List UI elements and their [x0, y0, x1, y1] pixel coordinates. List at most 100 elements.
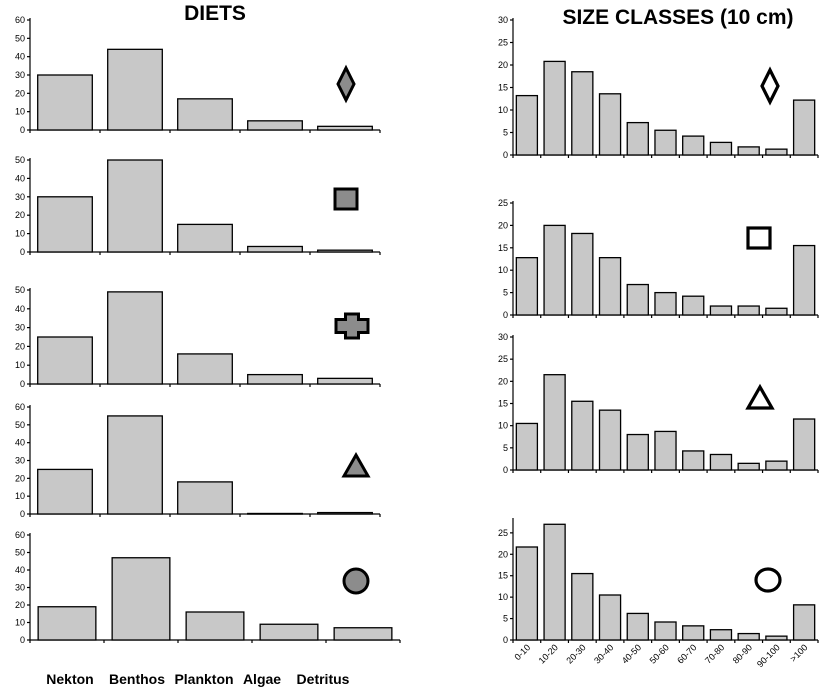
diets-bar-5-2 — [111, 557, 171, 641]
diets-marker-diamond-icon — [336, 64, 356, 104]
size-bar-3-5 — [626, 433, 649, 471]
diets-bar-3-2 — [107, 291, 163, 385]
size-bar-2-8 — [709, 305, 733, 316]
size-marker-diamond-icon — [760, 66, 780, 106]
size-y-tick-label: 0 — [503, 310, 508, 320]
diets-bar-1-2 — [107, 48, 163, 131]
size-y-tick-label: 25 — [498, 198, 508, 208]
size-y-tick-label: 15 — [498, 243, 508, 253]
size-bar-4-4 — [598, 594, 622, 641]
size-bar-1-4 — [598, 93, 622, 156]
diet-category-labels: Nekton Benthos Plankton Algae Detritus — [46, 671, 349, 687]
diets-bar-5-5 — [333, 627, 393, 641]
size-bar-3-7 — [682, 450, 705, 471]
diets-y-tick-label: 0 — [20, 247, 25, 257]
diets-y-tick-label: 50 — [15, 33, 25, 43]
size-y-tick-label: 20 — [498, 549, 508, 559]
size-y-tick-label: 5 — [503, 288, 508, 298]
size-classes-panel: 0 5 10 15 20 25 30 0 5 10 15 20 25 0 5 10 15 20 25 30 0 5 10 15… — [498, 15, 819, 669]
diets-subplot-3: 0 10 20 30 40 50 — [15, 285, 381, 389]
size-subplot-1: 0 5 10 15 20 25 30 — [498, 15, 819, 160]
size-marker-triangle-icon — [745, 383, 775, 410]
diets-y-tick-label: 10 — [15, 360, 25, 370]
diet-category-label: Benthos — [109, 671, 165, 687]
size-bar-1-6 — [654, 129, 677, 156]
diets-bar-2-2 — [107, 159, 163, 253]
diets-bar-4-4 — [247, 512, 303, 515]
size-y-tick-label: 25 — [498, 354, 508, 364]
size-bar-3-9 — [737, 462, 760, 471]
size-bar-4-11 — [792, 604, 816, 641]
size-bar-4-3 — [571, 572, 594, 641]
diet-category-label: Nekton — [46, 671, 93, 687]
diets-marker-triangle-icon — [341, 451, 371, 478]
diets-bar-2-1 — [37, 196, 93, 253]
size-bar-1-3 — [571, 71, 594, 156]
size-class-tick-label: 50-60 — [648, 642, 671, 665]
diet-category-label: Algae — [243, 671, 281, 687]
diets-y-tick-label: 20 — [15, 473, 25, 483]
size-y-tick-label: 10 — [498, 592, 508, 602]
size-class-tick-label: 60-70 — [675, 642, 698, 665]
size-bar-4-5 — [626, 612, 649, 641]
diets-bar-4-1 — [37, 468, 93, 515]
diets-y-tick-label: 40 — [15, 52, 25, 62]
diets-y-tick-label: 0 — [20, 509, 25, 519]
diets-y-tick-label: 40 — [15, 173, 25, 183]
size-bar-2-3 — [571, 232, 594, 316]
diets-y-tick-label: 40 — [15, 438, 25, 448]
size-bar-3-10 — [765, 460, 788, 471]
size-bar-3-1 — [515, 422, 539, 471]
diets-bar-2-3 — [177, 223, 233, 253]
size-bar-1-11 — [792, 99, 816, 156]
size-y-tick-label: 20 — [498, 220, 508, 230]
size-bar-2-4 — [598, 257, 622, 316]
size-y-tick-label: 20 — [498, 60, 508, 70]
size-y-tick-label: 25 — [498, 38, 508, 48]
diets-y-tick-label: 0 — [20, 125, 25, 135]
size-class-tick-label: 70-80 — [703, 642, 726, 665]
diets-bar-1-1 — [37, 74, 93, 131]
size-classes-title: SIZE CLASSES (10 cm) — [562, 6, 793, 29]
size-class-tick-label: >100 — [788, 642, 809, 663]
diets-y-tick-label: 50 — [15, 155, 25, 165]
size-bar-4-2 — [543, 523, 566, 641]
diets-y-tick-label: 30 — [15, 192, 25, 202]
size-class-tick-label: 0-10 — [512, 642, 532, 662]
size-bar-1-10 — [765, 148, 788, 156]
diets-y-tick-label: 20 — [15, 600, 25, 610]
size-y-tick-label: 25 — [498, 528, 508, 538]
size-y-tick-label: 0 — [503, 150, 508, 160]
size-bar-3-8 — [709, 453, 733, 471]
diets-y-tick-label: 50 — [15, 548, 25, 558]
size-y-tick-label: 30 — [498, 332, 508, 342]
size-bar-2-5 — [626, 283, 649, 316]
size-y-tick-label: 0 — [503, 635, 508, 645]
diets-bar-1-3 — [177, 98, 233, 131]
diets-bar-4-2 — [107, 415, 163, 515]
diets-subplot-2: 0 10 20 30 40 50 — [15, 155, 381, 257]
size-bar-2-9 — [737, 305, 760, 316]
size-bar-4-8 — [709, 629, 733, 641]
diets-y-tick-label: 30 — [15, 583, 25, 593]
size-y-tick-label: 20 — [498, 376, 508, 386]
diets-y-tick-label: 30 — [15, 323, 25, 333]
diets-y-tick-label: 10 — [15, 491, 25, 501]
diets-y-tick-label: 10 — [15, 618, 25, 628]
diets-marker-cross-icon — [334, 312, 370, 340]
diets-bar-5-3 — [185, 611, 245, 641]
diets-bar-3-3 — [177, 353, 233, 385]
diets-y-tick-label: 20 — [15, 341, 25, 351]
size-y-tick-label: 5 — [503, 614, 508, 624]
size-bar-4-6 — [654, 621, 677, 641]
diets-y-tick-label: 20 — [15, 210, 25, 220]
diets-y-tick-label: 30 — [15, 70, 25, 80]
size-class-tick-label: 80-90 — [731, 642, 754, 665]
diets-y-tick-label: 10 — [15, 229, 25, 239]
size-bar-3-3 — [571, 400, 594, 471]
size-bar-3-2 — [543, 374, 566, 471]
diets-y-tick-label: 50 — [15, 420, 25, 430]
diets-y-tick-label: 60 — [15, 530, 25, 540]
size-bar-3-6 — [654, 430, 677, 471]
size-y-tick-label: 30 — [498, 15, 508, 25]
